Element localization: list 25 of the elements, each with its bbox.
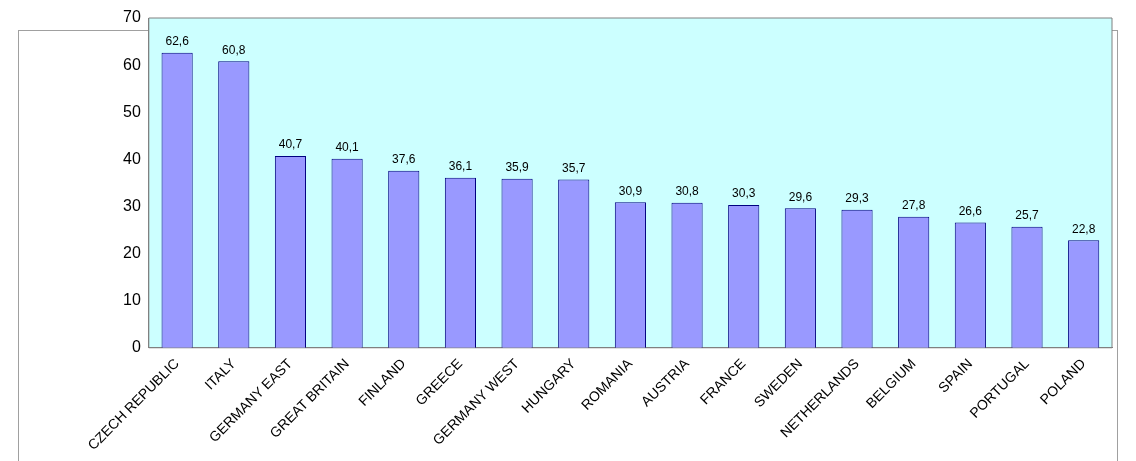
data-label: 25,7 (1015, 208, 1040, 222)
y-tick-label: 10 (123, 291, 141, 309)
y-tick-label: 50 (123, 102, 141, 120)
y-tick-label: 20 (123, 243, 141, 261)
data-label: 27,8 (902, 198, 926, 213)
data-label: 35,7 (562, 160, 586, 175)
data-label: 22,8 (1071, 221, 1096, 236)
y-tick-label: 40 (123, 149, 141, 167)
data-label: 60,8 (222, 42, 246, 57)
data-label: 40,7 (278, 137, 303, 152)
y-tick-label: 70 (123, 8, 141, 26)
data-label: 29,6 (788, 189, 813, 204)
data-label: 40,1 (335, 140, 360, 155)
data-label: 30,8 (675, 183, 700, 198)
data-label: 29,3 (845, 191, 870, 206)
data-label: 37,6 (392, 151, 416, 166)
y-tick-label: 0 (131, 338, 141, 356)
y-tick-label: 60 (123, 55, 141, 73)
data-label: 26,6 (958, 203, 983, 218)
data-label: 62,6 (165, 34, 190, 49)
data-label: 30,3 (732, 186, 756, 201)
data-label: 30,9 (618, 183, 643, 198)
data-label: 36,1 (448, 159, 473, 174)
y-tick-label: 30 (123, 196, 141, 214)
data-label: 35,9 (505, 159, 530, 174)
